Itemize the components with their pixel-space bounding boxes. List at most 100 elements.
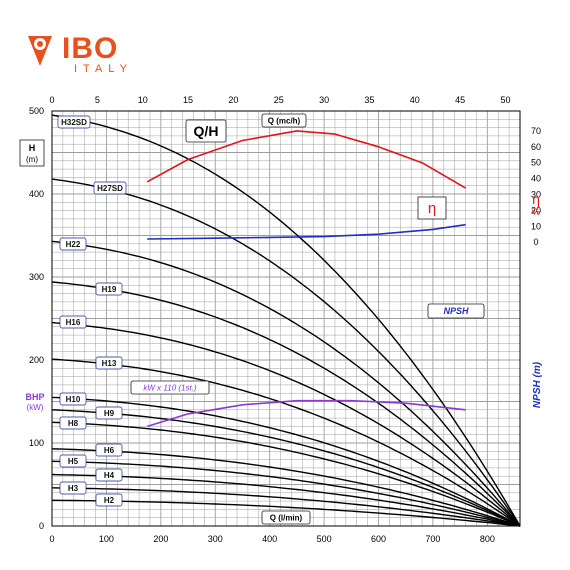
series-label: H27SD [97, 184, 123, 193]
x-bottom-tick-label: 200 [153, 534, 168, 544]
chart-title: Q/H [194, 123, 219, 139]
head-curve-h19 [51, 281, 521, 527]
eta-axis-label-main: η [532, 191, 540, 207]
x-top-tick-label: 50 [500, 95, 510, 105]
series-label-box [59, 454, 87, 468]
series-label: H2 [104, 496, 115, 505]
eta-tick-label: 0 [533, 237, 538, 247]
chart-axes [51, 110, 521, 527]
npsh-curve-label: NPSH [443, 306, 469, 316]
kw-curve [146, 399, 466, 428]
eta-tick-label: 40 [531, 174, 541, 184]
x-bottom-axis-label: Q (l/min) [270, 513, 303, 522]
series-label-box [57, 115, 91, 129]
series-label: H32SD [61, 118, 87, 127]
series-label-box [95, 282, 123, 296]
x-top-tick-label: 45 [455, 95, 465, 105]
series-label: H19 [102, 285, 117, 294]
series-label: H10 [66, 395, 81, 404]
efficiency-curve [146, 130, 467, 189]
x-top-tick-label: 25 [274, 95, 284, 105]
x-top-tick-label: 0 [49, 95, 54, 105]
y-left-tick-label: 500 [29, 106, 44, 116]
y-left-tick-label: 200 [29, 355, 44, 365]
chart-title-box [185, 119, 227, 143]
series-label-box [59, 481, 87, 495]
series-label: H16 [66, 318, 81, 327]
series-label: H3 [68, 484, 79, 493]
chart-labels: 0 5 10 15 20 25 30 35 40 45 500 100 200 300 400 500 600 7… [19, 95, 543, 544]
head-curve-h5 [51, 460, 521, 527]
y-left-label-unit: (m) [26, 155, 38, 164]
x-top-axis-label-box [261, 113, 307, 128]
eta-axis-label-unit: % [532, 207, 540, 217]
eta-tick-label: 50 [531, 158, 541, 168]
x-bottom-tick-label: 700 [425, 534, 440, 544]
y-left-tick-label: 0 [39, 521, 44, 531]
kw-curve-label: kW x 110 (1st.) [143, 383, 197, 392]
x-top-tick-label: 35 [364, 95, 374, 105]
head-curve-h32sd [51, 114, 521, 527]
series-label-box [95, 356, 123, 370]
plot-frame [51, 110, 521, 527]
logo-emblem-shape [28, 36, 52, 66]
kw-curve-label-box [130, 380, 210, 395]
head-curve-h3 [51, 487, 521, 527]
npsh-curve-label-box [427, 303, 485, 319]
head-curve-h6 [51, 448, 521, 527]
y-left-tick-label: 100 [29, 438, 44, 448]
npsh-curve [147, 223, 466, 240]
logo-subtext: ITALY [74, 63, 133, 75]
overlay-curves [146, 130, 467, 428]
head-curve-h4 [51, 473, 521, 527]
eta-box [417, 196, 447, 220]
series-label-box [59, 392, 87, 406]
y-left-tick-label: 300 [29, 272, 44, 282]
x-top-tick-label: 40 [410, 95, 420, 105]
eta-box-label: η [428, 200, 436, 217]
x-top-tick-label: 10 [138, 95, 148, 105]
x-bottom-tick-label: 400 [262, 534, 277, 544]
ibo-logo: IBO ITALY [24, 26, 154, 82]
head-curves [51, 114, 521, 527]
npsh-axis-label: NPSH (m) [532, 361, 543, 408]
series-label: H22 [66, 240, 81, 249]
series-label: H8 [68, 419, 79, 428]
x-top-tick-label: 20 [228, 95, 238, 105]
series-label: H4 [104, 471, 115, 480]
x-bottom-tick-label: 300 [208, 534, 223, 544]
y-left-label-main: H [29, 143, 36, 153]
eta-tick-label: 70 [531, 126, 541, 136]
x-top-tick-label: 5 [95, 95, 100, 105]
head-curve-h9 [51, 409, 521, 527]
series-label-box [93, 181, 127, 195]
series-label-box [95, 493, 123, 507]
ibo-logo-mark: IBO ITALY [28, 32, 133, 75]
head-curve-h16 [51, 321, 521, 527]
x-top-axis-label: Q (mc/h) [268, 116, 301, 125]
head-curve-h13 [51, 358, 521, 527]
eta-tick-label: 20 [531, 205, 541, 215]
x-bottom-axis-label-box [261, 510, 311, 525]
eta-tick-label: 60 [531, 142, 541, 152]
series-label: H5 [68, 457, 79, 466]
series-label-box [95, 406, 123, 420]
head-curve-h2 [52, 499, 521, 527]
head-curve-h8 [51, 421, 521, 527]
x-bottom-tick-label: 0 [49, 534, 54, 544]
y-bhp-label-main: BHP [25, 392, 44, 402]
series-label-box [59, 315, 87, 329]
y-bhp-label-unit: (kW) [27, 403, 44, 412]
head-curve-h22 [51, 240, 521, 527]
eta-tick-label: 10 [531, 221, 541, 231]
series-label-box [95, 443, 123, 457]
x-bottom-tick-label: 800 [480, 534, 495, 544]
logo-emblem-dot [37, 41, 43, 47]
y-left-tick-label: 400 [29, 189, 44, 199]
series-label-box [95, 468, 123, 482]
y-left-label-box [19, 139, 45, 167]
series-label-box [59, 416, 87, 430]
logo-text: IBO [62, 32, 118, 65]
series-label: H6 [104, 446, 115, 455]
series-label: H9 [104, 409, 115, 418]
